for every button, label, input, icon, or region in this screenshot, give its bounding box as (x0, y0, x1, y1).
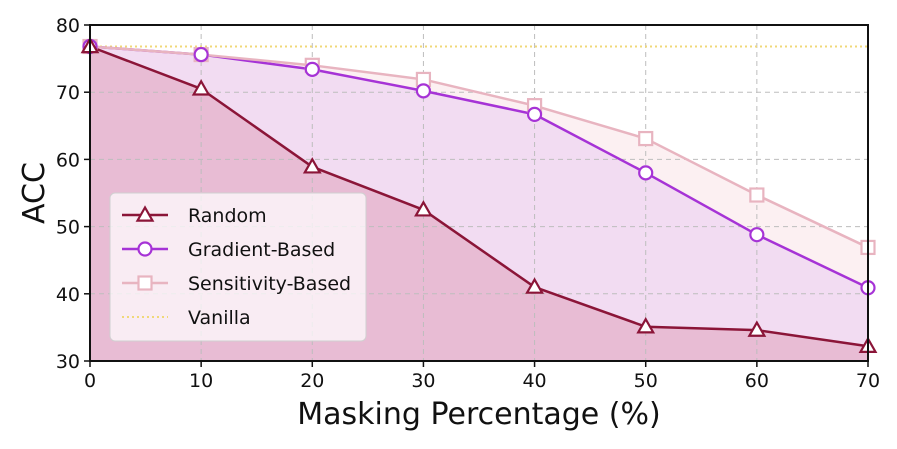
x-tick-label-20: 20 (300, 370, 324, 392)
y-tick-label-60: 60 (56, 149, 80, 171)
x-tick-label-0: 0 (84, 370, 96, 392)
x-axis-label: Masking Percentage (%) (297, 397, 660, 432)
legend-entry-vanilla: Vanilla (122, 307, 251, 329)
x-tick-label-40: 40 (522, 370, 546, 392)
marker-random-20 (302, 157, 322, 174)
series-line-sensitivity-based (89, 45, 869, 249)
axis-ticks: 0 10 20 30 40 50 60 70 30 40 50 60 70 80 (56, 15, 880, 392)
series-line-random (89, 45, 869, 348)
y-tick-label-50: 50 (56, 217, 80, 239)
marker-gradient-based-50 (638, 165, 654, 181)
legend-label-gradient-based: Gradient-Based (188, 239, 335, 261)
x-tick-label-10: 10 (189, 370, 213, 392)
y-tick-label-30: 30 (56, 351, 80, 373)
y-tick-label-70: 70 (56, 82, 80, 104)
legend: Random Gradient-Based Sensitivity-Based Van… (109, 192, 367, 342)
y-tick-label-80: 80 (56, 15, 80, 37)
marker-random-50 (636, 317, 656, 334)
plot-frame (89, 24, 869, 362)
legend-label-sensitivity-based: Sensitivity-Based (188, 273, 351, 295)
legend-label-random: Random (188, 205, 267, 227)
marker-random-60 (747, 320, 767, 337)
legend-box (109, 192, 367, 342)
marker-sensitivity-based-60 (749, 187, 765, 203)
marker-random-40 (525, 277, 544, 294)
x-tick-label-30: 30 (411, 370, 435, 392)
marker-gradient-based-30 (415, 83, 432, 99)
marker-gradient-based-40 (526, 106, 543, 122)
legend-entry-gradient-based: Gradient-Based (122, 239, 335, 261)
x-tick-label-60: 60 (745, 370, 769, 392)
marker-gradient-based-10 (193, 46, 209, 63)
marker-random-30 (414, 200, 433, 217)
marker-gradient-based-20 (304, 61, 320, 77)
marker-sensitivity-based-50 (638, 130, 654, 147)
y-tick-label-40: 40 (56, 284, 80, 306)
legend-entry-random: Random (122, 205, 267, 227)
marker-gradient-based-60 (749, 227, 765, 243)
legend-marker-random (135, 205, 155, 222)
legend-marker-gradient-based (137, 241, 153, 257)
legend-marker-sensitivity-based (137, 275, 153, 291)
marker-random-10 (191, 79, 211, 96)
legend-label-vanilla: Vanilla (188, 307, 251, 329)
y-axis-label: ACC (17, 162, 52, 224)
series-lines (89, 45, 869, 348)
x-tick-label-70: 70 (856, 370, 880, 392)
x-tick-label-50: 50 (634, 370, 658, 392)
legend-entry-sensitivity-based: Sensitivity-Based (122, 273, 351, 295)
